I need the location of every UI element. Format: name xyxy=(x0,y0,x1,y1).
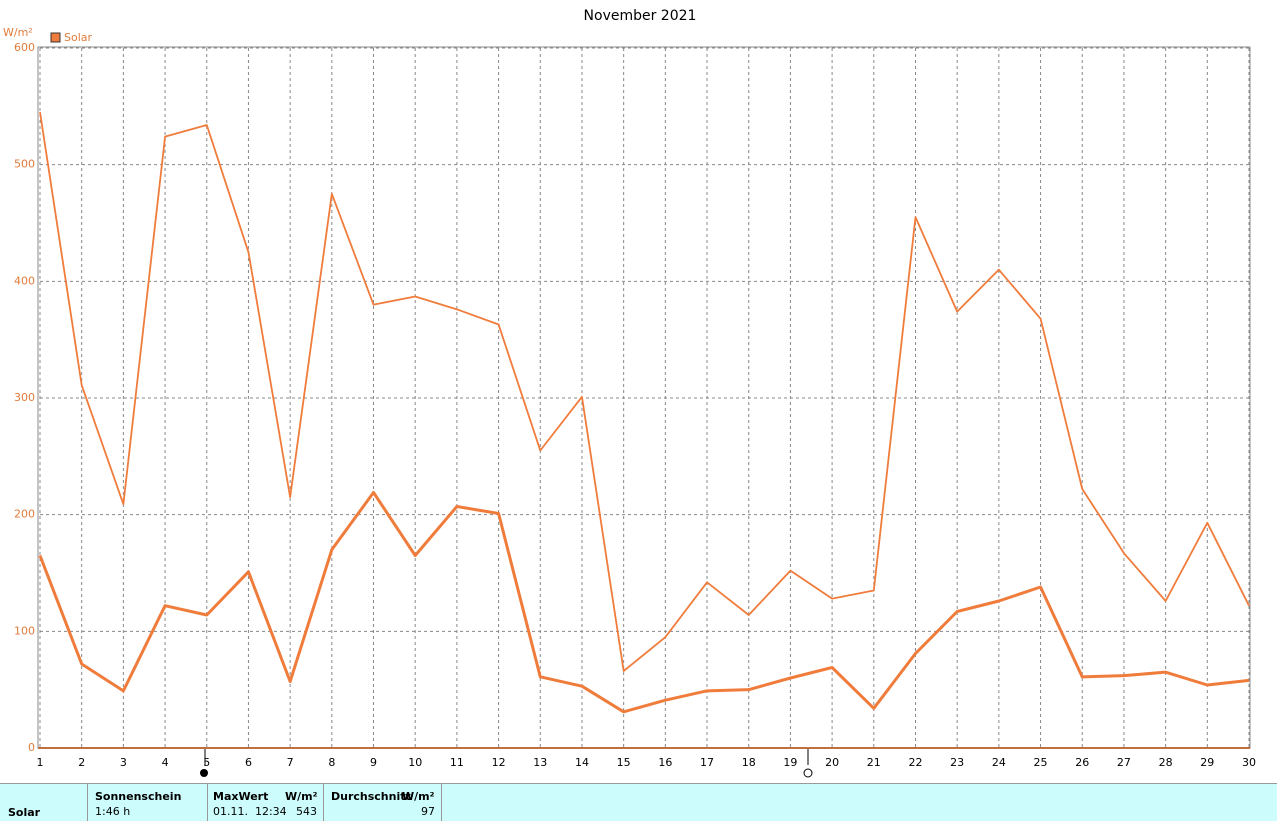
chart-title: November 2021 xyxy=(584,8,697,24)
y-tick-label: 500 xyxy=(14,158,35,171)
x-tick-label: 16 xyxy=(658,756,672,769)
chart: November 2021 W/m² Solar 0 100 200 300 400 50… xyxy=(3,8,1256,778)
x-tick-label: 29 xyxy=(1200,756,1214,769)
x-tick-label: 13 xyxy=(533,756,547,769)
x-tick-label: 24 xyxy=(992,756,1006,769)
x-tick-label: 30 xyxy=(1242,756,1256,769)
table-header: MaxWert xyxy=(213,790,269,803)
x-tick-label: 10 xyxy=(408,756,422,769)
data-line xyxy=(38,491,1250,714)
x-tick-label: 18 xyxy=(742,756,756,769)
y-axis-unit: W/m² xyxy=(3,26,33,39)
x-tick-label: 19 xyxy=(783,756,797,769)
x-tick-label: 1 xyxy=(37,756,44,769)
table-cell: 97 xyxy=(421,805,435,818)
summary-table: Sonnenschein MaxWert W/m² Durchschnitt W… xyxy=(0,783,1277,821)
table-cell: 1:46 h xyxy=(95,805,131,818)
x-tick-label: 5 xyxy=(203,756,210,769)
x-tick-label: 7 xyxy=(287,756,294,769)
moon-new xyxy=(803,768,813,778)
table-cell: 01.11. 12:34 xyxy=(213,805,287,818)
x-tick-label: 3 xyxy=(120,756,127,769)
y-tick-label: 600 xyxy=(14,41,35,54)
x-tick-label: 23 xyxy=(950,756,964,769)
table-row-label: Solar xyxy=(8,806,41,819)
x-tick-label: 12 xyxy=(492,756,506,769)
y-tick-label: 200 xyxy=(14,508,35,521)
x-tick-label: 11 xyxy=(450,756,464,769)
x-tick-label: 25 xyxy=(1034,756,1048,769)
x-tick-label: 2 xyxy=(78,756,85,769)
x-tick-label: 22 xyxy=(908,756,922,769)
y-tick-label: 300 xyxy=(14,391,35,404)
y-tick-label: 100 xyxy=(14,624,35,637)
x-tick-label: 26 xyxy=(1075,756,1089,769)
table-header: W/m² xyxy=(402,790,435,803)
x-tick-label: 4 xyxy=(162,756,169,769)
x-tick-label: 9 xyxy=(370,756,377,769)
x-tick-label: 15 xyxy=(617,756,631,769)
x-tick-label: 17 xyxy=(700,756,714,769)
x-tick-label: 6 xyxy=(245,756,252,769)
table-header: W/m² xyxy=(285,790,318,803)
x-tick-label: 21 xyxy=(867,756,881,769)
table-header: Durchschnitt xyxy=(331,790,411,803)
x-tick-label: 14 xyxy=(575,756,589,769)
table-header: Sonnenschein xyxy=(95,790,182,803)
x-tick-label: 8 xyxy=(328,756,335,769)
x-tick-label: 27 xyxy=(1117,756,1131,769)
data-line xyxy=(39,112,1250,672)
table-cell: 543 xyxy=(296,805,317,818)
legend-swatch xyxy=(50,32,61,43)
x-tick-label: 28 xyxy=(1159,756,1173,769)
x-tick-label: 20 xyxy=(825,756,839,769)
legend-label: Solar xyxy=(64,31,93,44)
y-tick-label: 400 xyxy=(14,274,35,287)
y-tick-label: 0 xyxy=(28,741,35,754)
moon-full xyxy=(200,769,208,777)
